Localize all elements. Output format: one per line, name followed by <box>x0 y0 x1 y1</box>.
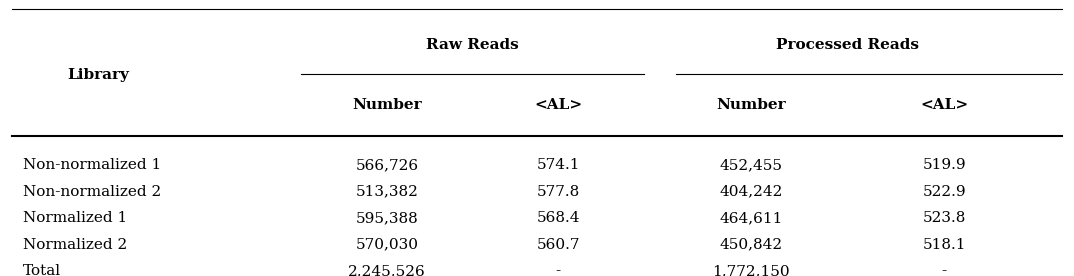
Text: 577.8: 577.8 <box>537 185 580 198</box>
Text: 523.8: 523.8 <box>923 211 966 225</box>
Text: 2,245,526: 2,245,526 <box>348 264 426 276</box>
Text: 568.4: 568.4 <box>537 211 580 225</box>
Text: Number: Number <box>352 98 422 112</box>
Text: Number: Number <box>716 98 786 112</box>
Text: 450,842: 450,842 <box>720 238 783 251</box>
Text: 513,382: 513,382 <box>355 185 419 198</box>
Text: 519.9: 519.9 <box>923 158 966 172</box>
Text: Processed Reads: Processed Reads <box>777 38 919 52</box>
Text: 570,030: 570,030 <box>355 238 419 251</box>
Text: 522.9: 522.9 <box>923 185 966 198</box>
Text: Normalized 2: Normalized 2 <box>23 238 127 251</box>
Text: 464,611: 464,611 <box>720 211 783 225</box>
Text: 404,242: 404,242 <box>720 185 783 198</box>
Text: Non-normalized 1: Non-normalized 1 <box>23 158 161 172</box>
Text: 560.7: 560.7 <box>537 238 580 251</box>
Text: 518.1: 518.1 <box>923 238 966 251</box>
Text: Non-normalized 2: Non-normalized 2 <box>23 185 161 198</box>
Text: Raw Reads: Raw Reads <box>426 38 519 52</box>
Text: -: - <box>942 264 946 276</box>
Text: 1,772,150: 1,772,150 <box>712 264 790 276</box>
Text: 574.1: 574.1 <box>537 158 580 172</box>
Text: <AL>: <AL> <box>920 98 968 112</box>
Text: 595,388: 595,388 <box>355 211 419 225</box>
Text: Normalized 1: Normalized 1 <box>23 211 127 225</box>
Text: Total: Total <box>23 264 61 276</box>
Text: -: - <box>556 264 561 276</box>
Text: 566,726: 566,726 <box>355 158 419 172</box>
Text: <AL>: <AL> <box>535 98 582 112</box>
Text: 452,455: 452,455 <box>720 158 783 172</box>
Text: Library: Library <box>67 68 129 82</box>
